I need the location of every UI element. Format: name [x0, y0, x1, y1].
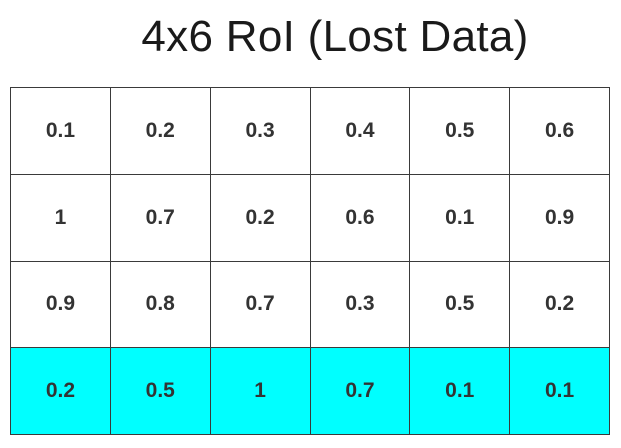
grid-cell-r1-c3: 0.3	[210, 88, 311, 175]
grid-cell-r4-c6: 0.1	[510, 348, 610, 435]
grid-cell-r4-c5: 0.1	[410, 348, 511, 435]
grid-cell-r3-c2: 0.8	[110, 261, 211, 349]
grid-cell-r4-c2: 0.5	[110, 348, 211, 435]
grid-cell-r1-c5: 0.5	[410, 88, 511, 175]
grid-cell-r3-c6: 0.2	[510, 261, 610, 349]
grid-cell-r2-c4: 0.6	[310, 174, 411, 262]
grid-cell-r1-c1: 0.1	[11, 88, 111, 175]
grid-cell-r1-c2: 0.2	[110, 88, 211, 175]
grid-cell-r2-c1: 1	[11, 174, 111, 262]
grid-cell-r2-c3: 0.2	[210, 174, 311, 262]
grid-cell-r3-c3: 0.7	[210, 261, 311, 349]
grid-cell-r4-c3: 1	[210, 348, 311, 435]
grid-cell-r2-c5: 0.1	[410, 174, 511, 262]
grid-cell-r2-c2: 0.7	[110, 174, 211, 262]
roi-grid: 0.1 0.2 0.3 0.4 0.5 0.6 1 0.7 0.2 0.6 0.…	[10, 87, 610, 435]
grid-cell-r3-c1: 0.9	[11, 261, 111, 349]
diagram-title: 4x6 RoI (Lost Data)	[141, 12, 529, 61]
grid-cell-r2-c6: 0.9	[510, 174, 610, 262]
grid-cell-r3-c4: 0.3	[310, 261, 411, 349]
grid-cell-r4-c1: 0.2	[11, 348, 111, 435]
grid-cell-r3-c5: 0.5	[410, 261, 511, 349]
grid-cell-r1-c4: 0.4	[310, 88, 411, 175]
grid-cell-r4-c4: 0.7	[310, 348, 411, 435]
grid-cell-r1-c6: 0.6	[510, 88, 610, 175]
